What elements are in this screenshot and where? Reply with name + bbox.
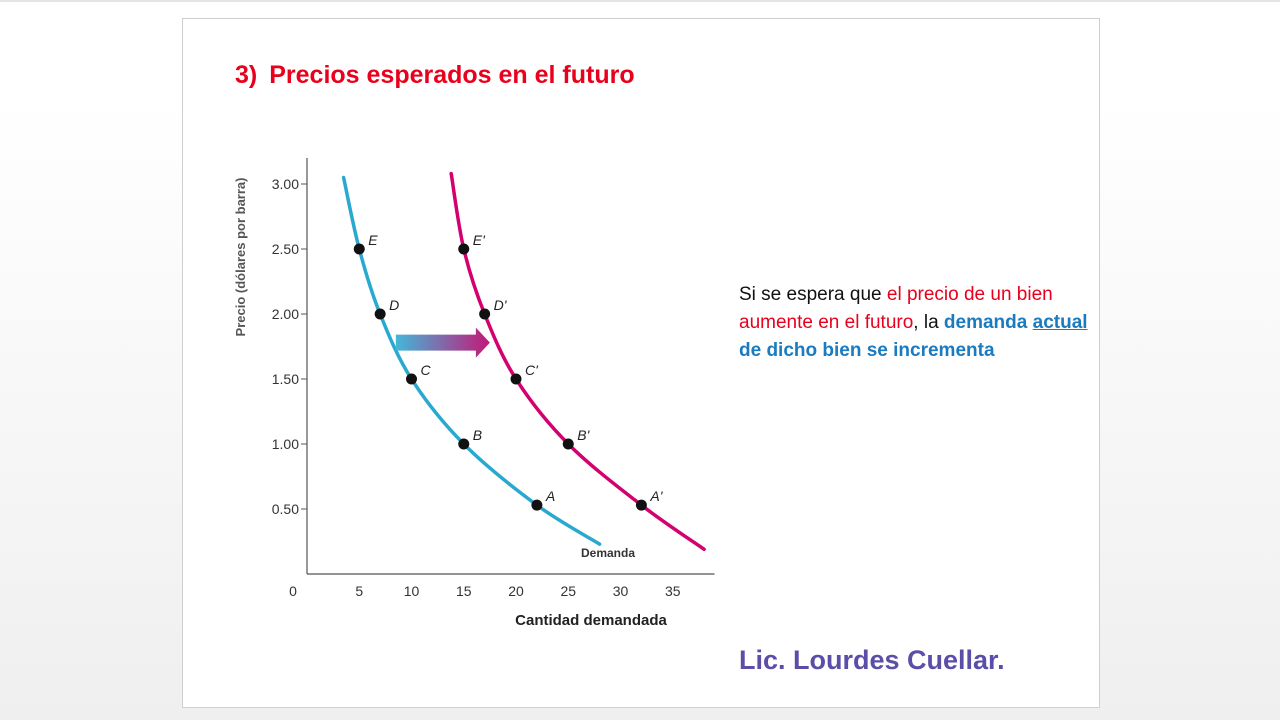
y-tick-label: 1.00 xyxy=(272,436,299,452)
chart-axes xyxy=(306,158,715,575)
point-label: C' xyxy=(525,362,539,378)
demand-shift-chart: 0 5 10 15 20 25 30 35 0.50 1.00 1.50 2.00 2.50 3.00 E… xyxy=(233,158,715,629)
chart-ticks: 0 5 10 15 20 25 30 35 0.50 1.00 1.50 2.00 2.50 3.00 xyxy=(272,176,681,599)
y-tick-label: 2.50 xyxy=(272,241,299,257)
data-point-e xyxy=(353,243,365,255)
explanation-text: Si se espera que el precio de un bien au… xyxy=(739,281,1089,365)
point-label: B' xyxy=(577,427,590,443)
y-tick-label: 3.00 xyxy=(272,176,299,192)
data-point-a-prime xyxy=(635,499,647,511)
y-tick-label: 2.00 xyxy=(272,306,299,322)
slide-title: 3) Precios esperados en el futuro xyxy=(235,61,635,90)
x-tick-label: 5 xyxy=(355,583,363,599)
data-point-a xyxy=(531,499,543,511)
demand-curve-shifted xyxy=(449,171,706,552)
note-part-1: Si se espera que xyxy=(739,284,887,305)
data-point-b xyxy=(458,438,470,450)
shift-arrow-shape xyxy=(395,327,490,358)
shift-arrow xyxy=(395,327,490,358)
data-point-c-prime xyxy=(510,373,522,385)
window-top-border xyxy=(0,0,1280,2)
data-point-b-prime xyxy=(562,438,574,450)
point-label: E xyxy=(368,232,378,248)
x-tick-label: 10 xyxy=(404,583,420,599)
y-tick-label: 0.50 xyxy=(272,501,299,517)
chart-points: E D C B A E' D' C' B' A' xyxy=(353,232,664,511)
title-text: Precios esperados en el futuro xyxy=(269,61,635,89)
data-point-c xyxy=(406,373,417,385)
note-part-5: actual xyxy=(1032,312,1088,333)
point-label: D' xyxy=(494,297,508,313)
y-axis-label: Precio (dólares por barra) xyxy=(233,178,248,337)
demand-curve-original xyxy=(341,175,602,546)
note-part-6: de dicho bien se incrementa xyxy=(739,340,995,361)
x-tick-label: 25 xyxy=(560,583,576,599)
point-label: C xyxy=(421,362,432,378)
title-number: 3) xyxy=(235,61,258,89)
y-tick-label: 1.50 xyxy=(272,371,299,387)
x-tick-label: 35 xyxy=(665,583,681,599)
point-label: D xyxy=(389,297,399,313)
x-tick-label: 15 xyxy=(456,583,472,599)
point-label: B xyxy=(473,427,482,443)
data-point-d-prime xyxy=(479,308,491,320)
note-part-2: el precio de un bien aumente en el futur… xyxy=(739,284,1053,333)
point-label: A' xyxy=(649,488,663,504)
x-tick-label: 20 xyxy=(508,583,524,599)
point-label: E' xyxy=(473,232,486,248)
data-point-e-prime xyxy=(458,243,470,255)
slide: 3) Precios esperados en el futuro 0 5 10 15 2… xyxy=(182,18,1100,708)
note-part-3: , la xyxy=(913,312,944,333)
point-label: A xyxy=(545,488,555,504)
author-name: Lic. Lourdes Cuellar. xyxy=(739,645,1005,675)
series-label-demanda: Demanda xyxy=(581,546,635,560)
data-point-d xyxy=(374,308,386,320)
note-part-4: demanda xyxy=(943,312,1033,333)
x-axis-label: Cantidad demandada xyxy=(515,612,667,629)
x-tick-label: 30 xyxy=(613,583,629,599)
x-tick-label: 0 xyxy=(289,583,297,599)
